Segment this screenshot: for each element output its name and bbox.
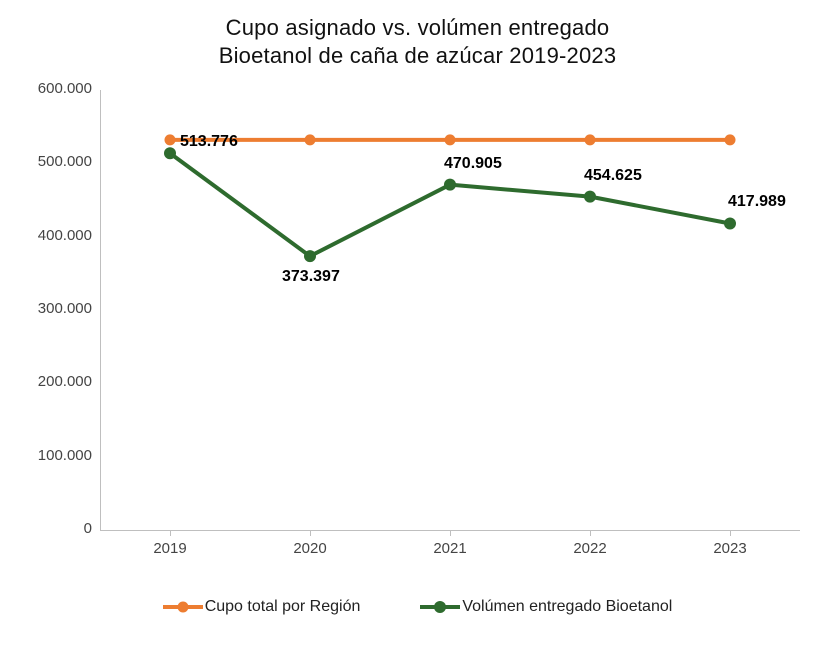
chart-title-line2: Bioetanol de caña de azúcar 2019-2023: [219, 43, 617, 68]
legend: Cupo total por Región Volúmen entregado B…: [0, 598, 835, 616]
x-tick-mark: [310, 530, 311, 536]
x-tick-label: 2022: [560, 540, 620, 557]
chart-title-line1: Cupo asignado vs. volúmen entregado: [226, 15, 610, 40]
y-tick-label: 500.000: [2, 153, 92, 170]
y-tick-label: 300.000: [2, 300, 92, 317]
x-tick-label: 2021: [420, 540, 480, 557]
legend-item: Volúmen entregado Bioetanol: [420, 598, 672, 616]
series-marker: [724, 217, 736, 229]
x-tick-mark: [170, 530, 171, 536]
series-marker: [445, 134, 456, 145]
chart-title: Cupo asignado vs. volúmen entregado Bioe…: [0, 14, 835, 70]
data-label: 373.397: [282, 268, 340, 286]
series-marker: [444, 179, 456, 191]
series-marker: [725, 134, 736, 145]
series-marker: [585, 134, 596, 145]
legend-swatch: [420, 599, 460, 615]
legend-label: Volúmen entregado Bioetanol: [462, 598, 672, 616]
data-label: 417.989: [728, 193, 786, 211]
x-tick-label: 2023: [700, 540, 760, 557]
series-marker: [165, 134, 176, 145]
y-tick-label: 200.000: [2, 373, 92, 390]
legend-label: Cupo total por Región: [205, 598, 361, 616]
series-marker: [304, 250, 316, 262]
x-tick-mark: [450, 530, 451, 536]
data-label: 513.776: [180, 133, 238, 151]
y-tick-label: 600.000: [2, 80, 92, 97]
y-tick-label: 100.000: [2, 447, 92, 464]
x-tick-label: 2020: [280, 540, 340, 557]
series-marker: [584, 191, 596, 203]
series-marker: [305, 134, 316, 145]
x-tick-label: 2019: [140, 540, 200, 557]
series-marker: [164, 147, 176, 159]
legend-swatch: [163, 599, 203, 615]
legend-item: Cupo total por Región: [163, 598, 361, 616]
x-tick-mark: [730, 530, 731, 536]
data-label: 454.625: [584, 167, 642, 185]
data-label: 470.905: [444, 155, 502, 173]
y-tick-label: 400.000: [2, 227, 92, 244]
x-tick-mark: [590, 530, 591, 536]
y-tick-label: 0: [2, 520, 92, 537]
